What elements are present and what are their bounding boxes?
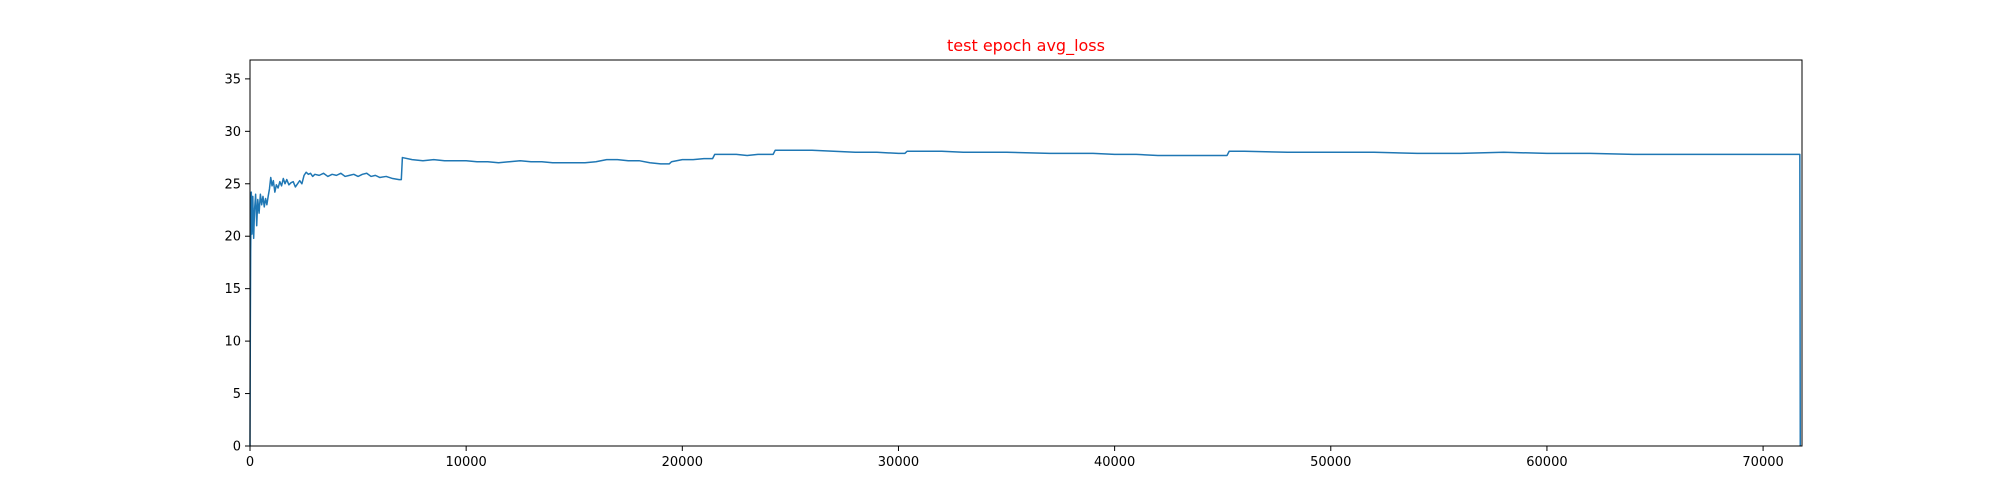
x-tick-label: 50000 — [1310, 455, 1351, 470]
chart-title: test epoch avg_loss — [947, 36, 1105, 56]
x-tick-label: 60000 — [1526, 455, 1567, 470]
y-tick-label: 20 — [224, 230, 241, 245]
y-tick-label: 10 — [224, 335, 241, 350]
x-tick-label: 70000 — [1742, 455, 1783, 470]
y-tick-label: 35 — [224, 72, 241, 87]
plot-frame — [249, 59, 1803, 447]
y-axis: 0 5 10 15 20 25 30 35 — [224, 72, 250, 455]
x-tick-label: 10000 — [445, 455, 486, 470]
x-tick-label: 20000 — [662, 455, 703, 470]
y-tick-label: 15 — [224, 282, 241, 297]
x-tick-label: 0 — [246, 455, 254, 470]
y-tick-label: 25 — [224, 177, 241, 192]
y-tick-label: 5 — [233, 387, 241, 402]
x-tick-label: 40000 — [1094, 455, 1135, 470]
x-axis: 0 10000 20000 30000 40000 50000 60000 70000 — [246, 446, 1784, 470]
series-line-1 — [249, 149, 1802, 447]
x-tick-label: 30000 — [878, 455, 919, 470]
plot-area — [249, 149, 1802, 447]
y-tick-label: 0 — [233, 440, 241, 455]
y-tick-label: 30 — [224, 125, 241, 140]
